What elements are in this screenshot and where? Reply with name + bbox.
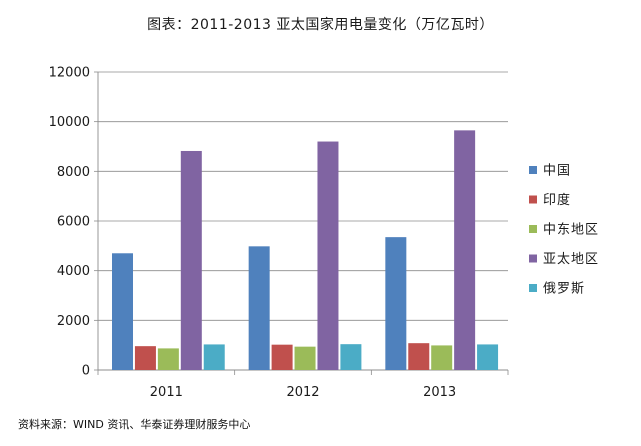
bar-2012-1: [271, 344, 293, 370]
legend-label: 印度: [543, 192, 571, 208]
bar-2013-3: [454, 130, 476, 370]
axes: [94, 71, 509, 375]
bar-2012-4: [340, 344, 362, 370]
legend-label: 亚太地区: [543, 252, 599, 267]
bar-2011-3: [180, 150, 202, 370]
y-tick-label: 6000: [57, 215, 90, 230]
bar-2013-4: [477, 344, 499, 370]
bar-2013-2: [431, 345, 453, 370]
bar-2011-0: [112, 253, 133, 370]
y-tick-label: 4000: [57, 264, 90, 279]
bar-2012-0: [248, 246, 270, 370]
tick-labels: 0 2000 4000 6000 8000 10000 12000 2011 2012 2013: [49, 66, 457, 401]
y-tick-label: 8000: [57, 165, 90, 180]
x-tick-label: 2012: [286, 385, 319, 400]
legend-swatch: [529, 254, 537, 263]
bar-2011-4: [203, 344, 225, 370]
legend-swatch: [529, 166, 537, 174]
source-note: 资料来源：WIND 资讯、华泰证券理财服务中心: [18, 418, 251, 431]
bar-2011-1: [134, 346, 156, 370]
legend-swatch: [529, 284, 537, 292]
bar-2011-2: [157, 348, 179, 370]
bar-2013-0: [385, 237, 407, 370]
legend-label: 中国: [543, 164, 571, 179]
x-tick-label: 2011: [150, 385, 183, 400]
y-tick-label: 0: [82, 364, 90, 379]
gridlines: [98, 71, 508, 321]
legend-swatch: [529, 195, 537, 204]
bars: [112, 130, 499, 370]
bar-2013-1: [408, 343, 430, 370]
chart-title: 图表：2011-2013 亚太国家用电量变化（万亿瓦时）: [147, 17, 494, 33]
y-tick-label: 12000: [49, 66, 90, 81]
legend-label: 中东地区: [543, 223, 599, 238]
y-tick-label: 10000: [49, 115, 90, 130]
legend-swatch: [529, 225, 537, 233]
x-tick-label: 2013: [423, 385, 456, 400]
legend-label: 俄罗斯: [543, 282, 585, 297]
y-tick-label: 2000: [57, 314, 90, 329]
bar-2012-2: [294, 346, 316, 370]
bar-2012-3: [317, 141, 339, 370]
